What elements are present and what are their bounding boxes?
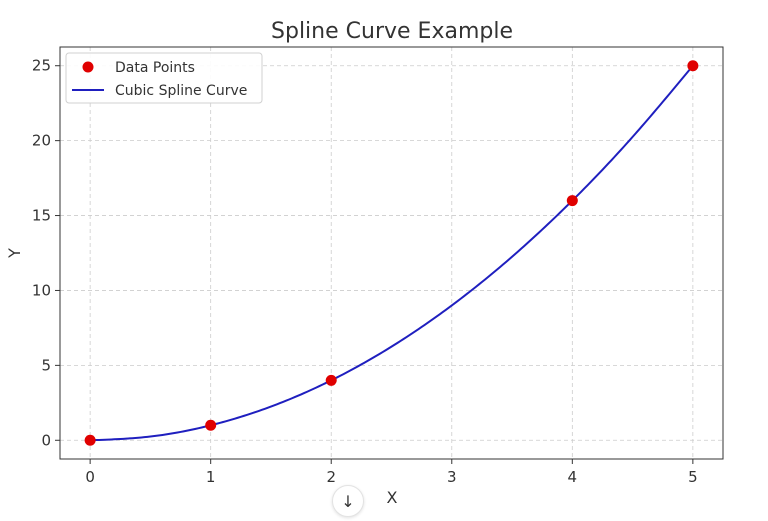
legend: Data Points Cubic Spline Curve: [65, 52, 263, 104]
legend-label-data-points: Data Points: [115, 60, 195, 76]
data-point: [687, 60, 699, 72]
y-tick-label: 15: [32, 207, 51, 225]
grid-lines: [60, 47, 723, 459]
x-tick-label: 3: [447, 468, 457, 486]
x-tick-label: 5: [688, 468, 698, 486]
data-point: [325, 374, 337, 386]
y-tick-label: 5: [41, 356, 51, 374]
y-tick-label: 10: [32, 281, 51, 299]
data-point: [84, 434, 96, 446]
x-tick-label: 4: [568, 468, 578, 486]
spline-curve: [90, 65, 694, 442]
series-layer: [84, 60, 699, 446]
legend-box: [65, 52, 263, 104]
x-tick-label: 1: [206, 468, 216, 486]
chart-title: Spline Curve Example: [271, 19, 513, 44]
legend-label-spline: Cubic Spline Curve: [115, 83, 247, 99]
data-point: [205, 419, 217, 431]
x-axis-label: X: [387, 488, 398, 507]
x-tick-label: 0: [85, 468, 95, 486]
legend-marker-data-points: [82, 61, 94, 73]
y-tick-label: 20: [32, 132, 51, 150]
y-axis-label: Y: [5, 248, 24, 259]
y-tick-label: 0: [41, 431, 51, 449]
plot-frame: [59, 46, 724, 460]
scroll-down-button[interactable]: ↓: [332, 485, 364, 517]
y-tick-label: 25: [32, 57, 51, 75]
axis-ticks: 0 1 2 3 4 5 0 5 10 15 20 25: [32, 57, 698, 486]
arrow-down-icon: ↓: [341, 491, 355, 511]
x-tick-label: 2: [326, 468, 336, 486]
data-point: [566, 195, 578, 207]
